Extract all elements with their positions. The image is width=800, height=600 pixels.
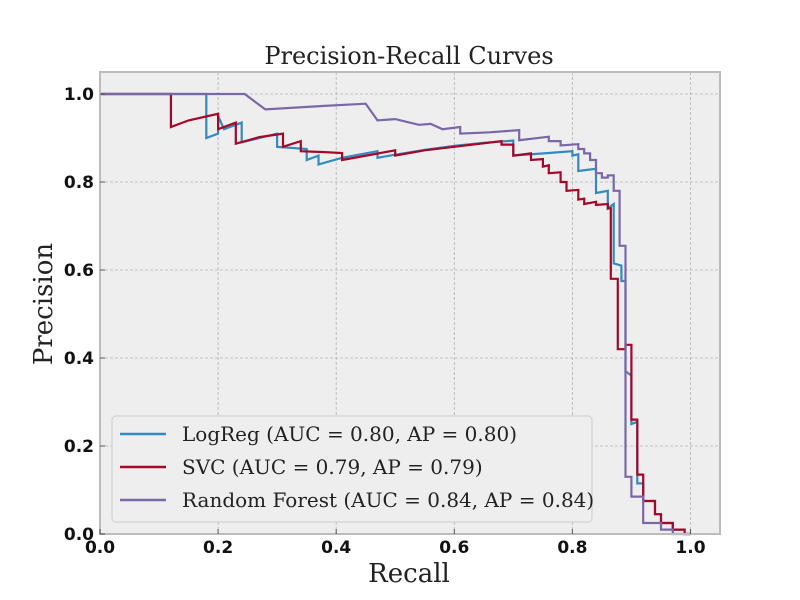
y-tick-label: 0.2 bbox=[64, 437, 94, 457]
y-axis-label: Precision bbox=[29, 243, 59, 365]
y-tick-label: 0.8 bbox=[64, 173, 94, 193]
plot-frame bbox=[99, 71, 721, 535]
x-tick-label: 0.0 bbox=[85, 538, 115, 558]
y-tick-label: 1.0 bbox=[64, 85, 94, 105]
y-tick-label: 0.6 bbox=[64, 261, 94, 281]
chart-title: Precision-Recall Curves bbox=[264, 42, 553, 70]
x-tick-label: 0.8 bbox=[557, 538, 587, 558]
y-tick-labels: 0.0 0.2 0.4 0.6 0.8 1.0 bbox=[64, 85, 94, 545]
tick-marks bbox=[99, 93, 691, 535]
x-tick-label: 0.2 bbox=[203, 538, 233, 558]
legend-box bbox=[111, 415, 593, 523]
x-tick-label: 0.6 bbox=[439, 538, 469, 558]
curve-svc bbox=[100, 92, 691, 536]
curves-group bbox=[100, 92, 691, 536]
x-axis-label: Recall bbox=[368, 559, 450, 589]
legend-label-logreg: LogReg (AUC = 0.80, AP = 0.80) bbox=[182, 422, 517, 446]
x-tick-label: 0.4 bbox=[321, 538, 351, 558]
x-tick-label: 1.0 bbox=[675, 538, 705, 558]
x-tick-labels: 0.0 0.2 0.4 0.6 0.8 1.0 bbox=[85, 538, 706, 558]
legend: LogReg (AUC = 0.80, AP = 0.80) SVC (AUC … bbox=[111, 415, 594, 523]
curve-random-forest bbox=[100, 92, 691, 536]
y-tick-label: 0.4 bbox=[64, 349, 94, 369]
y-tick-label: 0.0 bbox=[64, 525, 94, 545]
legend-label-random-forest: Random Forest (AUC = 0.84, AP = 0.84) bbox=[182, 488, 594, 512]
legend-label-svc: SVC (AUC = 0.79, AP = 0.79) bbox=[182, 455, 483, 479]
